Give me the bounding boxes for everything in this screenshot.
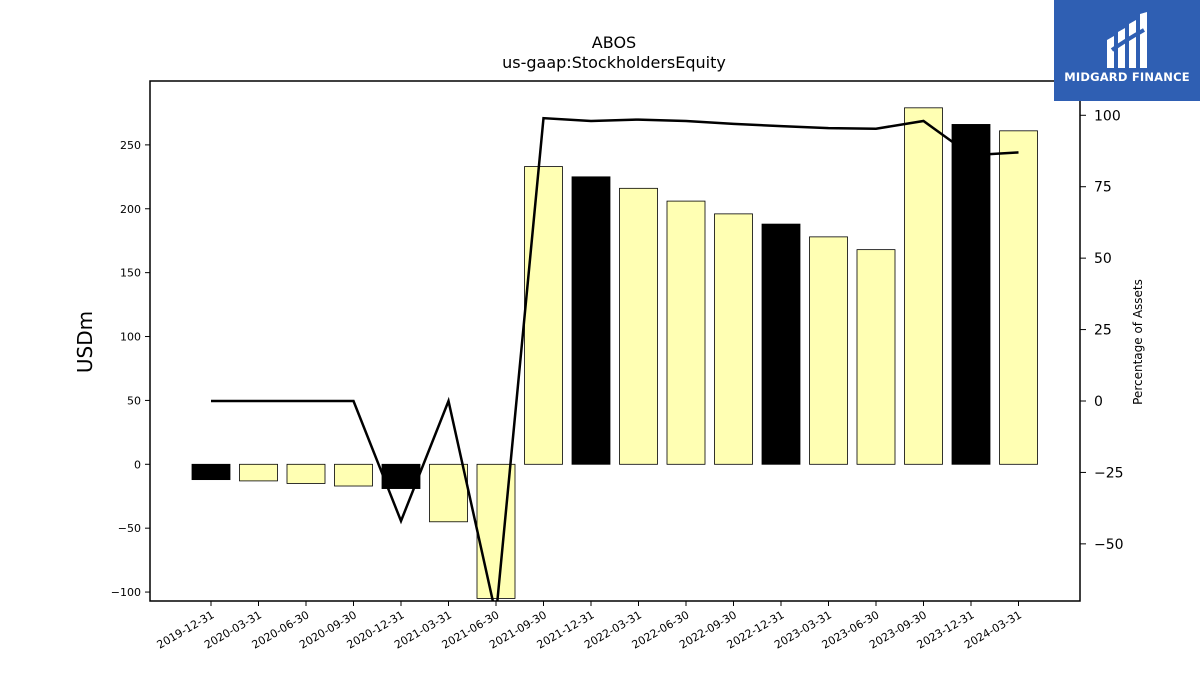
bar <box>999 130 1038 465</box>
bar <box>381 463 421 489</box>
bar <box>524 166 563 465</box>
bar <box>666 200 706 465</box>
bar <box>619 187 658 465</box>
plot-frame <box>149 80 1081 602</box>
y-tick-label: 250 <box>120 139 141 152</box>
logo-text: MIDGARD FINANCE <box>1064 70 1190 84</box>
bar <box>904 107 943 465</box>
chart-subtitle: us-gaap:StockholdersEquity <box>502 53 726 72</box>
y-tick-label: −100 <box>111 586 141 599</box>
bar <box>239 463 278 482</box>
bar <box>286 463 326 484</box>
y2-tick-label: 50 <box>1094 251 1112 267</box>
y2-tick-label: −50 <box>1094 537 1124 553</box>
y-tick-label: −50 <box>118 522 141 535</box>
percentage-line <box>211 116 1019 601</box>
bar <box>429 463 468 523</box>
y2-tick-label: 25 <box>1094 323 1112 339</box>
bar <box>714 213 753 465</box>
y2-tick-label: −25 <box>1094 465 1124 481</box>
y-tick-label: 0 <box>134 458 141 471</box>
bar <box>856 249 896 465</box>
bar <box>334 463 373 487</box>
y2-tick-label: 0 <box>1094 394 1103 410</box>
y-axis-label: USDm <box>73 311 97 373</box>
y2-axis-label: Percentage of Assets <box>1131 279 1145 405</box>
y-tick-label: 100 <box>120 331 141 344</box>
bar <box>761 223 801 465</box>
bar <box>191 463 231 481</box>
y-tick-label: 50 <box>127 394 141 407</box>
bar <box>571 176 611 465</box>
bar <box>809 236 848 465</box>
y-tick-label: 200 <box>120 203 141 216</box>
chart-title: ABOS <box>592 33 636 52</box>
y2-tick-label: 100 <box>1094 108 1121 124</box>
plot-area: −100−50050100150200250−50−25025507510020… <box>111 80 1124 652</box>
midgard-finance-logo: MIDGARD FINANCE <box>1054 0 1200 101</box>
y-tick-label: 150 <box>120 267 141 280</box>
y2-tick-label: 75 <box>1094 180 1112 196</box>
bar <box>951 124 991 465</box>
logo-mark-icon <box>1107 12 1147 68</box>
